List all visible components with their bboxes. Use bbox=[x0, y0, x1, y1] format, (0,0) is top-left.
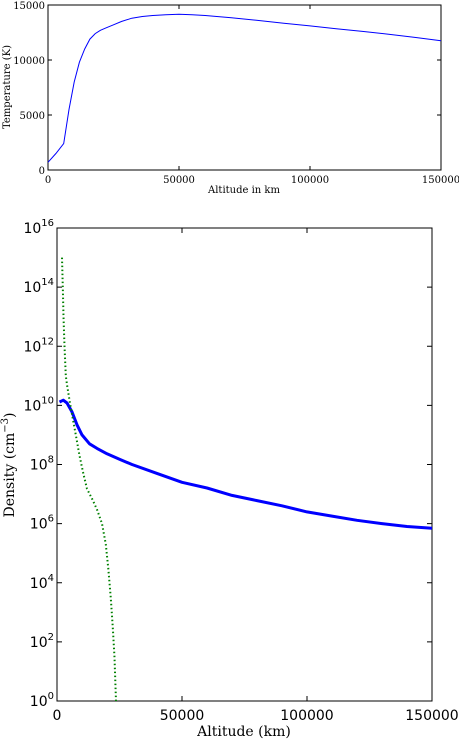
temperature-y-tick-label: 15000 bbox=[13, 1, 45, 12]
density-y-tick-base: 10 bbox=[23, 398, 41, 414]
density-y-tick-exponent: 2 bbox=[48, 632, 54, 643]
density-y-tick-exponent: 16 bbox=[41, 218, 54, 229]
temperature-x-tick-label: 50000 bbox=[163, 175, 195, 186]
temperature-chart: 0 50000 100000 150000 0 5000 10000 15000 Altitu… bbox=[2, 1, 459, 196]
density-y-tick-exponent: 6 bbox=[48, 514, 54, 525]
temperature-y-tick-label: 5000 bbox=[20, 111, 45, 122]
density-y-tick-exponent: 10 bbox=[41, 395, 54, 406]
density-axis-ticks: 0 50000 100000 1500001001021041061081010101… bbox=[23, 218, 458, 724]
density-series-solid-line bbox=[58, 398, 433, 530]
density-y-axis-label-text: Density (cm bbox=[2, 433, 18, 518]
temperature-x-tick-label: 100000 bbox=[291, 175, 329, 186]
density-y-tick-base: 10 bbox=[30, 694, 48, 710]
density-y-tick-label: 1014 bbox=[23, 277, 54, 296]
density-y-tick-label: 1016 bbox=[23, 218, 54, 237]
density-y-tick-base: 10 bbox=[23, 339, 41, 355]
density-y-tick-exponent: 8 bbox=[48, 455, 54, 466]
density-y-axis-label-exponent: −3 bbox=[0, 418, 11, 433]
density-y-tick-base: 10 bbox=[30, 458, 48, 474]
temperature-axis-ticks: 0 50000 100000 150000 0 5000 10000 15000 bbox=[13, 1, 459, 186]
density-y-tick-base: 10 bbox=[23, 221, 41, 237]
density-x-tick-label: 100000 bbox=[280, 708, 333, 724]
density-y-tick-label: 1012 bbox=[23, 336, 54, 355]
density-y-tick-label: 106 bbox=[30, 514, 54, 533]
density-y-tick-exponent: 12 bbox=[41, 336, 54, 347]
density-y-tick-base: 10 bbox=[23, 280, 41, 296]
density-y-axis-label-close: ) bbox=[2, 413, 18, 418]
density-y-tick-label: 1010 bbox=[23, 395, 54, 414]
density-x-tick-label: 50000 bbox=[160, 708, 205, 724]
density-y-tick-label: 104 bbox=[30, 573, 54, 592]
density-y-tick-label: 108 bbox=[30, 455, 54, 474]
temperature-x-tick-label: 150000 bbox=[422, 175, 459, 186]
density-chart: 0 50000 100000 1500001001021041061081010101… bbox=[0, 218, 459, 740]
temperature-y-axis-label: Temperature (K) bbox=[2, 45, 13, 129]
density-series-group bbox=[58, 257, 433, 702]
temperature-y-tick-label: 10000 bbox=[13, 56, 45, 67]
density-x-axis-label: Altitude (km) bbox=[196, 724, 291, 740]
density-series-dotted-line bbox=[61, 257, 117, 702]
temperature-x-tick-label: 0 bbox=[45, 175, 51, 186]
temperature-series-group bbox=[47, 13, 442, 163]
density-x-tick-label: 150000 bbox=[405, 708, 458, 724]
temperature-plot-frame bbox=[47, 4, 442, 171]
density-y-tick-exponent: 0 bbox=[48, 691, 54, 702]
density-plot-frame bbox=[56, 227, 433, 702]
density-y-tick-base: 10 bbox=[30, 517, 48, 533]
density-y-tick-base: 10 bbox=[30, 635, 48, 651]
density-y-tick-label: 102 bbox=[30, 632, 54, 651]
temperature-y-tick-label: 0 bbox=[39, 166, 45, 177]
temperature-series-line bbox=[47, 13, 442, 163]
density-y-tick-exponent: 14 bbox=[41, 277, 54, 288]
density-y-tick-label: 100 bbox=[30, 691, 54, 710]
density-y-axis-label: Density (cm−3) bbox=[0, 413, 18, 518]
temperature-x-axis-label: Altitude in km bbox=[207, 185, 280, 196]
density-x-tick-label: 0 bbox=[53, 708, 62, 724]
density-y-tick-base: 10 bbox=[30, 576, 48, 592]
density-y-tick-exponent: 4 bbox=[48, 573, 54, 584]
